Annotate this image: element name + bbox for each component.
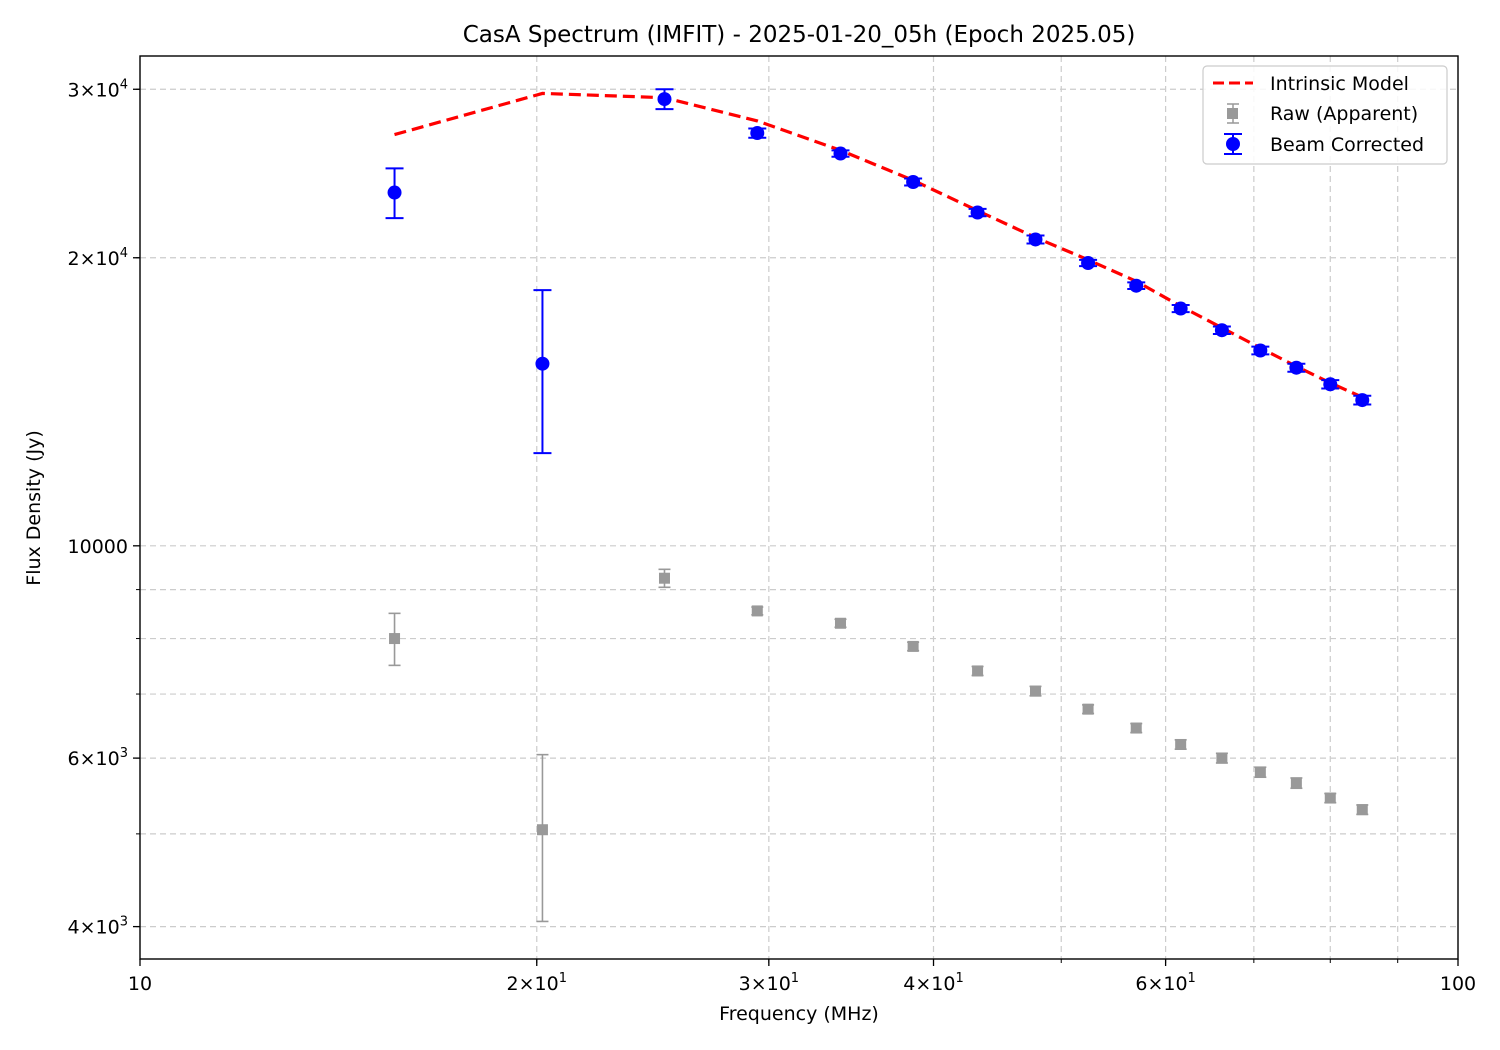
x-axis-title: Frequency (MHz) [719,1003,879,1025]
beam-corrected-point [750,126,765,141]
raw-point [1324,792,1336,804]
beam-corrected-point [833,146,848,161]
beam-corrected-point [387,185,402,200]
beam-corrected-point [1173,301,1188,316]
raw-series-layer [388,568,1369,923]
x-tick-label: 6×101 [1135,971,1195,995]
plot-frame [139,55,1459,960]
beam-corrected-point [970,205,985,220]
intrinsic-model-line [394,91,1363,399]
x-tick-label: 3×101 [739,971,799,995]
y-tick-label: 4×103 [68,915,128,939]
y-tick-label: 2×104 [68,246,128,270]
beam-corrected-point [1253,343,1268,358]
beam-corrected-point [1355,393,1370,408]
y-tick-label: 6×103 [68,746,128,770]
legend: Intrinsic Model Raw (Apparent) Beam Corr… [1202,65,1448,165]
x-axis-ticks: 10 2×101 3×101 4×101 6×101 100 [128,959,1476,995]
legend-raw-marker [1227,108,1238,119]
beam-corrected-point [1129,278,1144,293]
model-line-layer [394,91,1363,399]
x-tick-label: 2×101 [507,971,567,995]
y-tick-label: 10000 [68,536,128,558]
raw-point [536,824,548,836]
beam-corrected-point [657,92,672,107]
beam-corrected-point [1289,360,1304,375]
raw-point [1175,738,1187,750]
raw-point [972,665,984,677]
x-tick-label: 100 [1440,973,1476,995]
beam-corrected-point [1081,255,1096,270]
raw-point [1216,752,1228,764]
raw-point [1130,722,1142,734]
legend-beam-marker [1226,137,1240,151]
raw-point [1254,766,1266,778]
beam-series-layer [385,88,1372,455]
legend-model-label: Intrinsic Model [1270,73,1409,95]
x-tick-label: 4×101 [903,971,963,995]
beam-corrected-point [1214,323,1229,338]
chart-title: CasA Spectrum (IMFIT) - 2025-01-20_05h (… [463,22,1136,48]
raw-point [389,633,401,645]
raw-point [1029,685,1041,697]
legend-raw-label: Raw (Apparent) [1270,103,1418,125]
legend-box [1202,65,1448,165]
y-axis-ticks: 4×103 6×103 10000 2×104 3×104 [68,77,140,939]
raw-point [1082,703,1094,715]
y-tick-label: 3×104 [68,77,128,101]
grid [140,56,1458,959]
raw-point [834,617,846,629]
raw-point [751,605,763,617]
raw-point [907,640,919,652]
x-tick-label: 10 [128,973,152,995]
beam-corrected-point [535,356,550,371]
legend-beam-label: Beam Corrected [1270,134,1424,156]
y-axis-title: Flux Density (Jy) [23,430,45,585]
raw-point [1290,777,1302,789]
beam-corrected-point [906,174,921,189]
raw-point [658,572,670,584]
beam-corrected-point [1323,377,1338,392]
beam-corrected-point [1028,232,1043,247]
raw-point [1356,804,1368,816]
